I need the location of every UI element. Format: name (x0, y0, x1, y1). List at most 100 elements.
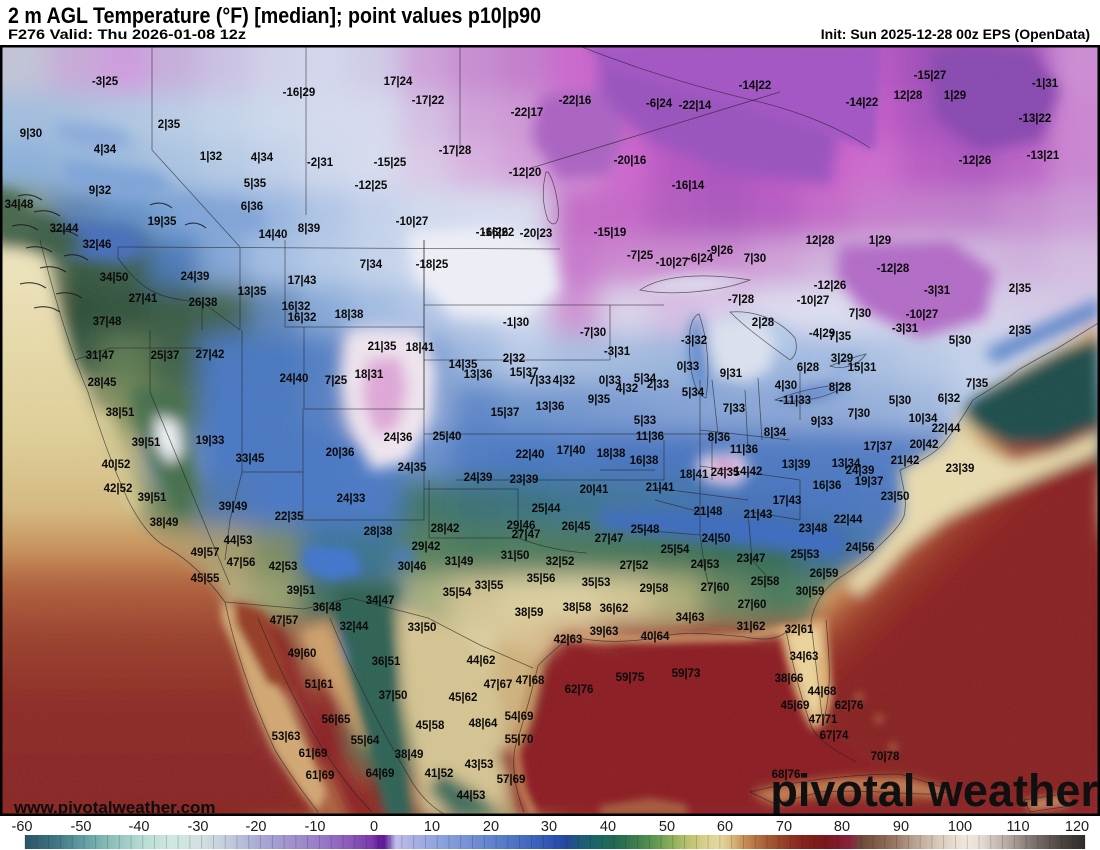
svg-text:2|35: 2|35 (158, 119, 181, 131)
svg-text:35|56: 35|56 (527, 573, 556, 585)
svg-text:28|38: 28|38 (364, 526, 393, 538)
svg-text:17|24: 17|24 (384, 76, 413, 88)
svg-text:17|37: 17|37 (864, 441, 893, 453)
svg-text:24|39: 24|39 (464, 472, 493, 484)
svg-text:68|76: 68|76 (772, 769, 801, 781)
svg-text:10|34: 10|34 (909, 413, 938, 425)
svg-text:6|36: 6|36 (241, 201, 263, 213)
svg-text:20|42: 20|42 (910, 439, 939, 451)
svg-text:7|33: 7|33 (529, 375, 551, 387)
svg-text:-22|17: -22|17 (511, 107, 544, 119)
svg-text:38|59: 38|59 (515, 607, 544, 619)
svg-text:43|53: 43|53 (465, 759, 494, 771)
svg-text:34|50: 34|50 (100, 272, 129, 284)
svg-text:Init: Sun 2025-12-28 00z EPS (: Init: Sun 2025-12-28 00z EPS (OpenData) (821, 26, 1090, 42)
svg-text:33|55: 33|55 (475, 580, 504, 592)
svg-text:45|55: 45|55 (191, 573, 220, 585)
svg-text:120: 120 (1065, 819, 1089, 835)
svg-text:39|49: 39|49 (219, 501, 248, 513)
svg-text:-60: -60 (12, 819, 33, 835)
svg-text:-22|14: -22|14 (679, 100, 712, 112)
svg-text:59|73: 59|73 (672, 668, 701, 680)
svg-text:-16|22: -16|22 (482, 227, 515, 239)
svg-text:16|38: 16|38 (630, 455, 659, 467)
svg-text:www.pivotalweather.com: www.pivotalweather.com (13, 798, 216, 817)
svg-text:13|36: 13|36 (464, 369, 493, 381)
svg-text:45|69: 45|69 (781, 700, 810, 712)
svg-text:14|35: 14|35 (449, 359, 478, 371)
svg-text:55|70: 55|70 (505, 734, 534, 746)
svg-text:19|37: 19|37 (855, 476, 884, 488)
svg-text:8|39: 8|39 (298, 223, 320, 235)
svg-text:-6|24: -6|24 (646, 98, 673, 110)
svg-text:-7|28: -7|28 (728, 294, 755, 306)
svg-text:38|49: 38|49 (150, 517, 179, 529)
svg-text:-16|14: -16|14 (672, 180, 705, 192)
svg-text:3|29: 3|29 (831, 353, 853, 365)
svg-text:18|31: 18|31 (355, 369, 384, 381)
svg-text:12|28: 12|28 (894, 90, 923, 102)
svg-text:37|48: 37|48 (93, 316, 122, 328)
svg-text:80: 80 (834, 819, 850, 835)
svg-text:7|35: 7|35 (966, 378, 989, 390)
svg-text:40|64: 40|64 (641, 631, 670, 643)
svg-text:27|60: 27|60 (701, 582, 730, 594)
svg-text:28|42: 28|42 (431, 523, 460, 535)
svg-text:20|36: 20|36 (326, 447, 355, 459)
svg-text:47|68: 47|68 (516, 675, 545, 687)
svg-text:62|76: 62|76 (835, 700, 864, 712)
svg-text:2|35: 2|35 (1009, 325, 1032, 337)
svg-text:1|32: 1|32 (200, 151, 222, 163)
svg-text:45|58: 45|58 (416, 720, 445, 732)
svg-text:32|44: 32|44 (50, 223, 79, 235)
svg-text:4|32: 4|32 (616, 383, 638, 395)
svg-text:-30: -30 (188, 819, 209, 835)
svg-text:35|53: 35|53 (582, 577, 611, 589)
svg-text:-40: -40 (129, 819, 150, 835)
svg-text:6|28: 6|28 (797, 362, 820, 374)
svg-text:9|32: 9|32 (89, 185, 111, 197)
svg-text:26|45: 26|45 (562, 521, 591, 533)
svg-text:47|56: 47|56 (227, 557, 256, 569)
svg-text:F276 Valid: Thu 2026-01-08 12z: F276 Valid: Thu 2026-01-08 12z (8, 26, 246, 42)
svg-text:24|33: 24|33 (337, 493, 366, 505)
svg-text:14|40: 14|40 (259, 229, 288, 241)
svg-text:-13|21: -13|21 (1027, 150, 1060, 162)
svg-text:55|64: 55|64 (351, 735, 380, 747)
svg-text:-16|26: -16|26 (476, 227, 509, 239)
svg-text:17|43: 17|43 (288, 275, 317, 287)
svg-text:44|62: 44|62 (467, 655, 496, 667)
svg-text:2|28: 2|28 (752, 317, 775, 329)
svg-text:7|30: 7|30 (849, 308, 871, 320)
svg-text:21|43: 21|43 (744, 509, 773, 521)
svg-text:44|53: 44|53 (457, 790, 486, 802)
svg-text:31|50: 31|50 (501, 550, 530, 562)
svg-text:22|44: 22|44 (834, 514, 863, 526)
svg-text:17|43: 17|43 (773, 495, 802, 507)
svg-text:32|52: 32|52 (546, 556, 575, 568)
svg-text:-2|31: -2|31 (307, 157, 334, 169)
svg-text:59|75: 59|75 (616, 672, 645, 684)
svg-text:51|61: 51|61 (305, 679, 334, 691)
svg-text:4|30: 4|30 (775, 380, 797, 392)
svg-text:13|39: 13|39 (782, 459, 811, 471)
svg-text:25|54: 25|54 (661, 544, 690, 556)
svg-text:-20: -20 (246, 819, 267, 835)
svg-text:19|33: 19|33 (196, 435, 225, 447)
svg-text:31|49: 31|49 (445, 556, 474, 568)
svg-text:6|32: 6|32 (938, 393, 960, 405)
svg-text:33|50: 33|50 (408, 622, 437, 634)
svg-text:-12|26: -12|26 (814, 280, 847, 292)
svg-text:7|25: 7|25 (325, 375, 348, 387)
svg-text:-3|31: -3|31 (892, 323, 919, 335)
svg-text:pivotal weather: pivotal weather (770, 765, 1098, 816)
svg-text:23|50: 23|50 (881, 491, 910, 503)
svg-text:-3|32: -3|32 (681, 335, 707, 347)
svg-text:24|56: 24|56 (846, 542, 875, 554)
svg-text:25|48: 25|48 (631, 524, 660, 536)
svg-text:-4|29: -4|29 (809, 328, 835, 340)
svg-text:22|44: 22|44 (932, 423, 961, 435)
svg-text:50: 50 (659, 819, 675, 835)
svg-text:13|36: 13|36 (536, 401, 565, 413)
svg-text:8|34: 8|34 (764, 427, 787, 439)
